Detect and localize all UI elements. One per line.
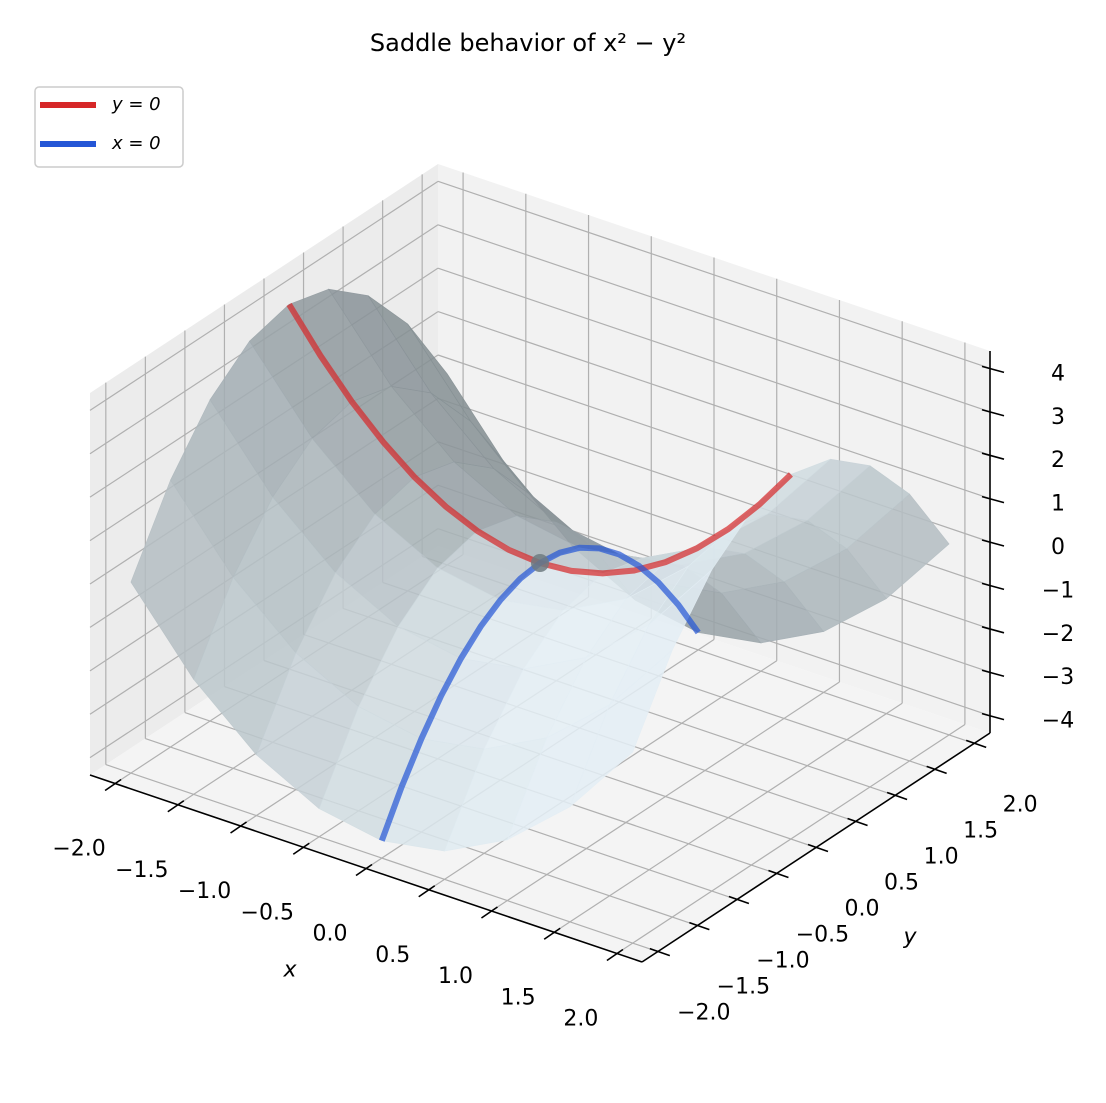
- z-tick: [981, 582, 1005, 591]
- x-axis-label: x: [282, 958, 297, 983]
- z-tick: [981, 539, 1005, 547]
- chart-title: Saddle behavior of x² − y²: [370, 29, 686, 57]
- y-tick: [689, 921, 710, 931]
- z-tick: [981, 495, 1005, 504]
- grid-line: [437, 224, 991, 413]
- surface-patch: [569, 649, 673, 808]
- z-tick: [981, 626, 1005, 634]
- y-tick: [807, 843, 829, 853]
- y-tick-label: 1.5: [963, 818, 998, 843]
- y-tick-label: 0.0: [845, 897, 880, 922]
- axes: −2.0−1.5−1.0−0.50.00.51.01.52.0 −2.0−1.5−…: [52, 351, 1074, 1032]
- x-tick-label: 0.0: [313, 922, 348, 947]
- grid-line: [89, 180, 439, 411]
- curves: [286, 302, 793, 842]
- z-tick-label: −4: [1042, 709, 1074, 734]
- legend: y = 0 x = 0: [34, 86, 184, 168]
- x-tick: [167, 800, 185, 813]
- x-tick: [606, 948, 624, 962]
- z-tick: [981, 712, 1005, 721]
- x-tick: [104, 778, 122, 792]
- z-tick-label: 0: [1051, 535, 1065, 560]
- legend-label: y = 0: [111, 94, 161, 115]
- grid-line: [105, 764, 659, 953]
- z-tick-label: 3: [1051, 405, 1065, 430]
- saddle-point: [531, 554, 549, 572]
- x-tick-label: −2.0: [52, 837, 105, 862]
- y-tick: [847, 817, 868, 827]
- x-tick-label: 2.0: [563, 1007, 598, 1032]
- y-axis-label: y: [902, 925, 917, 950]
- x-tick: [481, 906, 498, 919]
- y-tick-label: 0.5: [884, 870, 919, 895]
- x-tick: [543, 927, 561, 940]
- x-tick: [292, 842, 310, 855]
- grid-line: [437, 180, 991, 369]
- y-tick-label: −2.0: [677, 1001, 730, 1026]
- y-tick-label: 1.0: [924, 844, 959, 869]
- y-tick: [728, 895, 750, 905]
- y-tick: [768, 869, 789, 879]
- y-tick: [965, 739, 987, 749]
- y-tick: [886, 791, 908, 801]
- x-tick-label: 0.5: [375, 943, 410, 968]
- z-tick: [981, 365, 1005, 374]
- z-tick-label: 1: [1051, 492, 1065, 517]
- x-tick: [355, 863, 373, 877]
- legend-label: x = 0: [111, 133, 161, 154]
- legend-box: [34, 86, 184, 168]
- x-tick: [418, 885, 436, 898]
- x-tick: [230, 821, 247, 834]
- grid-line: [437, 311, 991, 500]
- y-tick-label: −1.0: [756, 949, 809, 974]
- x-tick-label: −0.5: [241, 900, 294, 925]
- y-tick-label: 2.0: [1003, 792, 1038, 817]
- x-tick-label: −1.0: [178, 879, 231, 904]
- z-tick-label: −3: [1042, 665, 1074, 690]
- z-tick: [981, 452, 1005, 460]
- x-tick-label: 1.5: [501, 985, 536, 1010]
- z-tick-label: 4: [1051, 361, 1065, 386]
- x-tick-label: 1.0: [438, 964, 473, 989]
- z-tick-label: −1: [1042, 578, 1074, 603]
- z-tick: [981, 409, 1005, 417]
- y-tick-label: −0.5: [796, 923, 849, 948]
- y-tick: [926, 765, 947, 775]
- y-tick: [649, 947, 671, 957]
- x-tick-label: −1.5: [115, 858, 168, 883]
- z-tick: [981, 669, 1005, 677]
- y-tick-label: −1.5: [717, 975, 770, 1000]
- z-tick-label: −2: [1042, 622, 1074, 647]
- z-tick-label: 2: [1051, 448, 1065, 473]
- grid-line: [437, 267, 991, 456]
